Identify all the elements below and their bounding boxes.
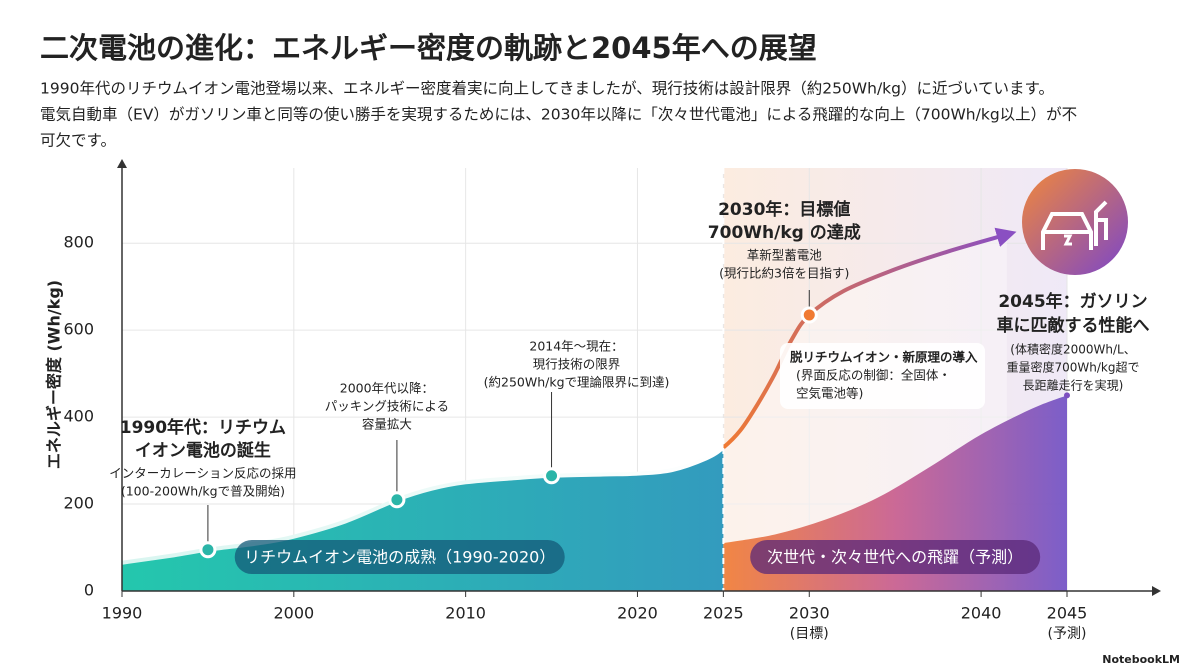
x-tick-note: (予測) bbox=[1048, 626, 1087, 642]
outlook-text: 重量密度700Wh/kg超で bbox=[1007, 360, 1140, 375]
x-tick-label: 2045 bbox=[1047, 604, 1088, 623]
description: 1990年代のリチウムイオン電池登場以来、エネルギー密度着実に向上してきましたが… bbox=[40, 80, 1054, 98]
y-tick-label: 0 bbox=[84, 581, 94, 600]
y-tick-label: 800 bbox=[63, 233, 94, 252]
y-tick-label: 200 bbox=[63, 494, 94, 513]
annotation-text: 2000年代以降： bbox=[340, 381, 434, 396]
annotation-text: (約250Wh/kgで理論限界に到達) bbox=[484, 375, 670, 390]
annotation-text: 革新型蓄電池 bbox=[747, 248, 823, 263]
x-tick-label: 2010 bbox=[445, 604, 486, 623]
icon bbox=[1022, 169, 1128, 275]
note-box bbox=[780, 343, 985, 409]
outlook-text: (体積密度2000Wh/L、 bbox=[1010, 342, 1135, 357]
annotation-text: (100-200Wh/kgで普及開始) bbox=[121, 484, 285, 499]
note-text: (界面反応の制御：全固体・ bbox=[796, 368, 951, 383]
annotation-text: パッキング技術による bbox=[325, 399, 449, 414]
x-tick-label: 2040 bbox=[961, 604, 1002, 623]
description: 電気自動車（EV）がガソリン車と同等の使い勝手を実現するためには、2030年以降… bbox=[40, 106, 1077, 124]
annotation-title: 1990年代：リチウム bbox=[120, 417, 286, 438]
x-tick-note: (目標) bbox=[790, 626, 829, 642]
annotation-text: 容量拡大 bbox=[362, 417, 412, 432]
annotation-text: インターカレーション反応の採用 bbox=[109, 466, 296, 481]
band-pill bbox=[234, 540, 565, 574]
footer: NotebookLM bbox=[1102, 653, 1180, 666]
annotation-text: 現行技術の限界 bbox=[533, 357, 621, 372]
description: 可欠です。 bbox=[40, 132, 116, 150]
point bbox=[199, 541, 217, 559]
annotation-title: イオン電池の誕生 bbox=[135, 440, 271, 461]
band-label: リチウムイオン電池の成熟（1990-2020） bbox=[244, 548, 555, 567]
outlook-title: 2045年：ガソリン bbox=[998, 291, 1147, 312]
outlook-text: 長距離走行を実現) bbox=[1023, 378, 1124, 393]
x-tick-label: 2000 bbox=[273, 604, 314, 623]
x-axis-arrow bbox=[1152, 586, 1161, 596]
annotation-text: 2014年〜現在： bbox=[529, 339, 623, 354]
x-tick-label: 2030 bbox=[789, 604, 830, 623]
end-point bbox=[1064, 392, 1070, 399]
x-tick-label: 2025 bbox=[703, 604, 744, 623]
y-tick-label: 400 bbox=[63, 407, 94, 426]
y-axis-label: エネルギー密度 (Wh/kg) bbox=[45, 280, 64, 469]
page-title: 二次電池の進化：エネルギー密度の軌跡と2045年への展望 bbox=[40, 31, 817, 65]
annotation-text: (現行比約3倍を目指す) bbox=[719, 266, 849, 281]
point bbox=[543, 467, 561, 485]
x-tick-label: 1990 bbox=[102, 604, 143, 623]
outlook-title: 車に匹敵する性能へ bbox=[997, 315, 1150, 336]
x-tick-label: 2020 bbox=[617, 604, 658, 623]
band-pill bbox=[750, 540, 1041, 574]
note-text: 脱リチウムイオン・新原理の導入 bbox=[790, 350, 978, 365]
y-axis-arrow bbox=[117, 159, 127, 168]
annotation-title: 700Wh/kg の達成 bbox=[708, 222, 861, 243]
band-label: 次世代・次々世代への飛躍（予測） bbox=[767, 548, 1023, 567]
annotation-title: 2030年：目標値 bbox=[718, 199, 850, 220]
y-tick-label: 600 bbox=[63, 320, 94, 339]
point bbox=[388, 491, 406, 509]
point bbox=[800, 306, 818, 324]
note-text: 空気電池等) bbox=[796, 386, 863, 401]
